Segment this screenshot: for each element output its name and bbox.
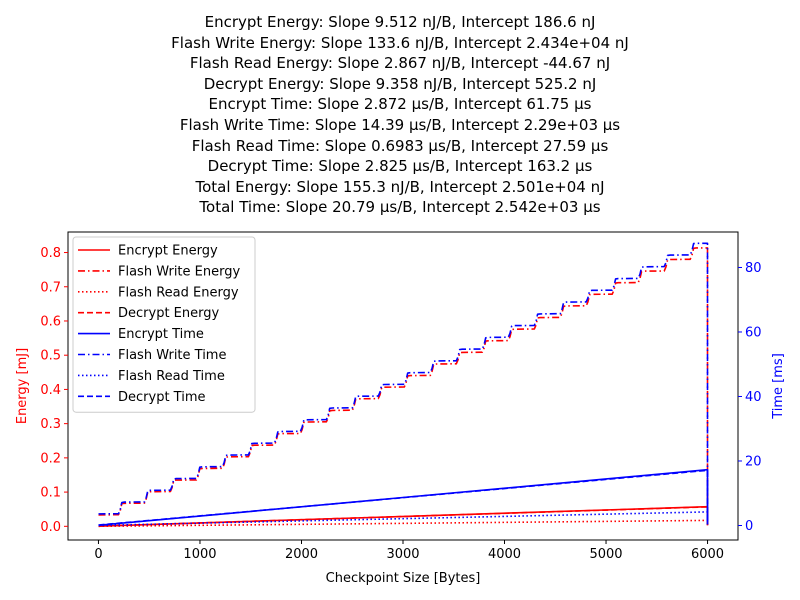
title-line-flash-write-time: Flash Write Time: Slope 14.39 μs/B, Inte…	[179, 115, 621, 134]
title-line-decrypt-time: Decrypt Time: Slope 2.825 μs/B, Intercep…	[207, 157, 593, 176]
y-left-tick-label: 0.8	[40, 246, 61, 261]
title-line-decrypt-energy: Decrypt Energy: Slope 9.358 nJ/B, Interc…	[203, 74, 597, 93]
x-tick-label: 0	[94, 547, 102, 562]
y-left-tick-label: 0.4	[40, 383, 61, 398]
x-tick-label: 3000	[386, 547, 419, 562]
y-left-tick-label: 0.6	[40, 314, 61, 329]
y-right-tick-label: 20	[745, 454, 762, 469]
legend-label-flash-read-time: Flash Read Time	[118, 369, 225, 384]
y-left-tick-label: 0.5	[40, 349, 61, 364]
title-line-flash-read-energy: Flash Read Energy: Slope 2.867 nJ/B, Int…	[189, 54, 611, 73]
title-line-flash-write-energy: Flash Write Energy: Slope 133.6 nJ/B, In…	[171, 33, 629, 52]
x-tick-label: 5000	[589, 547, 622, 562]
axes-layer: 0 1000 2000 3000 4000 5000 6000 0.0 0.1 0.2 0.3 0.4…	[40, 246, 761, 562]
x-tick-label: 4000	[488, 547, 521, 562]
legend-label-decrypt-time: Decrypt Time	[118, 390, 206, 405]
y-right-tick-label: 40	[745, 390, 762, 405]
legend-label-decrypt-energy: Decrypt Energy	[118, 306, 219, 321]
title-line-total-time: Total Time: Slope 20.79 μs/B, Intercept …	[199, 198, 601, 217]
title-line-encrypt-energy: Encrypt Energy: Slope 9.512 nJ/B, Interc…	[204, 13, 596, 31]
x-axis-label: Checkpoint Size [Bytes]	[326, 571, 481, 586]
y-right-tick-label: 0	[745, 519, 753, 534]
series-layer	[98, 242, 709, 528]
y-right-tick-label: 60	[745, 325, 762, 340]
legend-label-encrypt-time: Encrypt Time	[118, 327, 204, 342]
y-left-tick-label: 0.3	[40, 417, 61, 432]
title-line-total-energy: Total Energy: Slope 155.3 nJ/B, Intercep…	[195, 177, 605, 196]
legend-label-flash-write-energy: Flash Write Energy	[118, 264, 240, 279]
x-tick-label: 2000	[285, 547, 318, 562]
title-line-flash-read-time: Flash Read Time: Slope 0.6983 μs/B, Inte…	[191, 136, 609, 155]
x-tick-label: 1000	[183, 547, 216, 562]
legend-box	[72, 236, 256, 413]
legend-label-flash-write-time: Flash Write Time	[118, 348, 226, 363]
x-tick-label: 6000	[691, 547, 724, 562]
series-line-flash-write-time	[98, 242, 709, 525]
y-right-tick-label: 80	[745, 261, 762, 276]
legend-label-encrypt-energy: Encrypt Energy	[118, 244, 218, 259]
title-line-encrypt-time: Encrypt Time: Slope 2.872 μs/B, Intercep…	[208, 95, 592, 114]
chart-title: Encrypt Energy: Slope 9.512 nJ/B, Interc…	[0, 12, 800, 218]
y-left-tick-label: 0.7	[40, 280, 61, 295]
series-line-decrypt-time	[98, 469, 709, 526]
y-left-tick-label: 0.2	[40, 451, 61, 466]
y-left-tick-label: 0.0	[40, 520, 61, 535]
y-left-tick-label: 0.1	[40, 486, 61, 501]
legend-label-flash-read-energy: Flash Read Energy	[118, 285, 239, 300]
y-axis-right-label: Time [ms]	[771, 353, 786, 420]
y-axis-left-label: Energy [mJ]	[15, 348, 30, 424]
legend: Encrypt Energy Flash Write Energy Flash Re…	[72, 236, 256, 413]
